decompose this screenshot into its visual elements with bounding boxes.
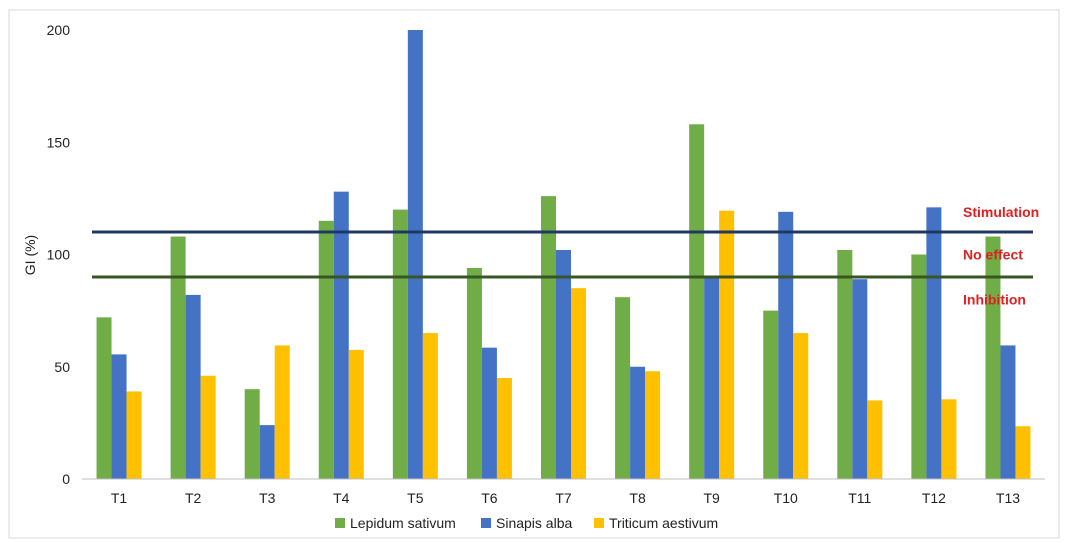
bar-sinapis-alba-t2: [185, 294, 201, 479]
y-tick-label: 150: [47, 134, 71, 150]
legend-label-triticum-aestivum: Triticum aestivum: [609, 515, 718, 531]
bar-sinapis-alba-t9: [704, 276, 720, 479]
bar-sinapis-alba-t4: [333, 191, 349, 479]
x-tick-label-t8: T8: [629, 490, 646, 506]
legend-swatch-lepidum-sativum: [335, 518, 345, 528]
legend-swatch-sinapis-alba: [481, 518, 491, 528]
x-tick-label-t11: T11: [848, 490, 871, 506]
bar-triticum-aestivum-t6: [496, 377, 512, 479]
x-tick-label-t1: T1: [111, 490, 128, 506]
legend-label-lepidum-sativum: Lepidum sativum: [350, 515, 456, 531]
annotation-inhibition: Inhibition: [963, 291, 1026, 307]
x-tick-label-t5: T5: [407, 490, 424, 506]
x-tick-label-t6: T6: [481, 490, 498, 506]
bar-sinapis-alba-t13: [1000, 345, 1016, 479]
bar-triticum-aestivum-t3: [274, 345, 290, 479]
x-tick-label-t10: T10: [774, 490, 798, 506]
bar-lepidum-sativum-t5: [392, 209, 408, 479]
x-axis-ticks: T1 T2 T3 T4 T5 T6 T7 T8 T9 T10 T11 T12 T13: [111, 490, 1020, 506]
bar-triticum-aestivum-t5: [422, 333, 438, 479]
legend-label-sinapis-alba: Sinapis alba: [496, 515, 572, 531]
bar-lepidum-sativum-t1: [96, 317, 112, 479]
y-axis-ticks: 0 50 100 150 200: [47, 22, 71, 487]
x-tick-label-t2: T2: [185, 490, 202, 506]
bar-lepidum-sativum-t11: [837, 250, 853, 479]
y-tick-label: 200: [47, 22, 71, 38]
bar-triticum-aestivum-t7: [571, 288, 586, 479]
bar-sinapis-alba-t5: [407, 30, 423, 479]
bars-group: [96, 30, 1031, 480]
bar-triticum-aestivum-t4: [348, 349, 364, 479]
bar-lepidum-sativum-t13: [985, 236, 1001, 479]
annotations: Stimulation No effect Inhibition: [963, 204, 1039, 308]
chart-border: [8, 9, 1060, 539]
x-tick-label-t13: T13: [996, 490, 1020, 506]
bar-triticum-aestivum-t2: [200, 375, 216, 479]
y-axis-title: GI (%): [22, 235, 38, 275]
bar-lepidum-sativum-t9: [689, 124, 705, 479]
bar-lepidum-sativum-t3: [244, 389, 260, 479]
bar-lepidum-sativum-t4: [318, 220, 334, 479]
legend: Lepidum sativum Sinapis alba Triticum aest…: [335, 515, 718, 531]
bar-sinapis-alba-t8: [630, 366, 646, 479]
bar-sinapis-alba-t12: [926, 207, 942, 480]
bar-lepidum-sativum-t2: [170, 236, 186, 479]
y-tick-label: 0: [62, 471, 70, 487]
bar-lepidum-sativum-t6: [466, 267, 482, 479]
legend-swatch-triticum-aestivum: [594, 518, 604, 528]
bar-triticum-aestivum-t10: [793, 333, 809, 479]
x-tick-label-t4: T4: [333, 490, 350, 506]
bar-lepidum-sativum-t12: [911, 254, 927, 479]
bar-triticum-aestivum-t11: [867, 400, 883, 479]
bar-sinapis-alba-t3: [259, 425, 275, 479]
annotation-stimulation: Stimulation: [963, 204, 1039, 220]
bar-triticum-aestivum-t9: [719, 210, 735, 479]
annotation-no-effect: No effect: [963, 247, 1023, 263]
bar-lepidum-sativum-t7: [541, 196, 556, 479]
bar-sinapis-alba-t11: [852, 279, 868, 479]
bar-triticum-aestivum-t13: [1015, 426, 1031, 479]
bar-lepidum-sativum-t8: [615, 297, 631, 479]
x-tick-label-t9: T9: [703, 490, 720, 506]
bar-sinapis-alba-t6: [481, 347, 497, 479]
x-tick-label-t3: T3: [259, 490, 276, 506]
bar-sinapis-alba-t7: [556, 250, 571, 479]
bar-sinapis-alba-t10: [778, 211, 794, 479]
bar-sinapis-alba-t1: [111, 354, 127, 479]
bar-triticum-aestivum-t8: [645, 371, 661, 479]
x-tick-label-t7: T7: [555, 490, 572, 506]
x-tick-label-t12: T12: [922, 490, 946, 506]
bar-lepidum-sativum-t10: [763, 310, 779, 479]
y-tick-label: 100: [47, 247, 71, 263]
reference-lines: [92, 230, 1033, 279]
bar-triticum-aestivum-t1: [126, 391, 142, 479]
bar-triticum-aestivum-t12: [941, 399, 957, 479]
y-tick-label: 50: [54, 359, 70, 375]
